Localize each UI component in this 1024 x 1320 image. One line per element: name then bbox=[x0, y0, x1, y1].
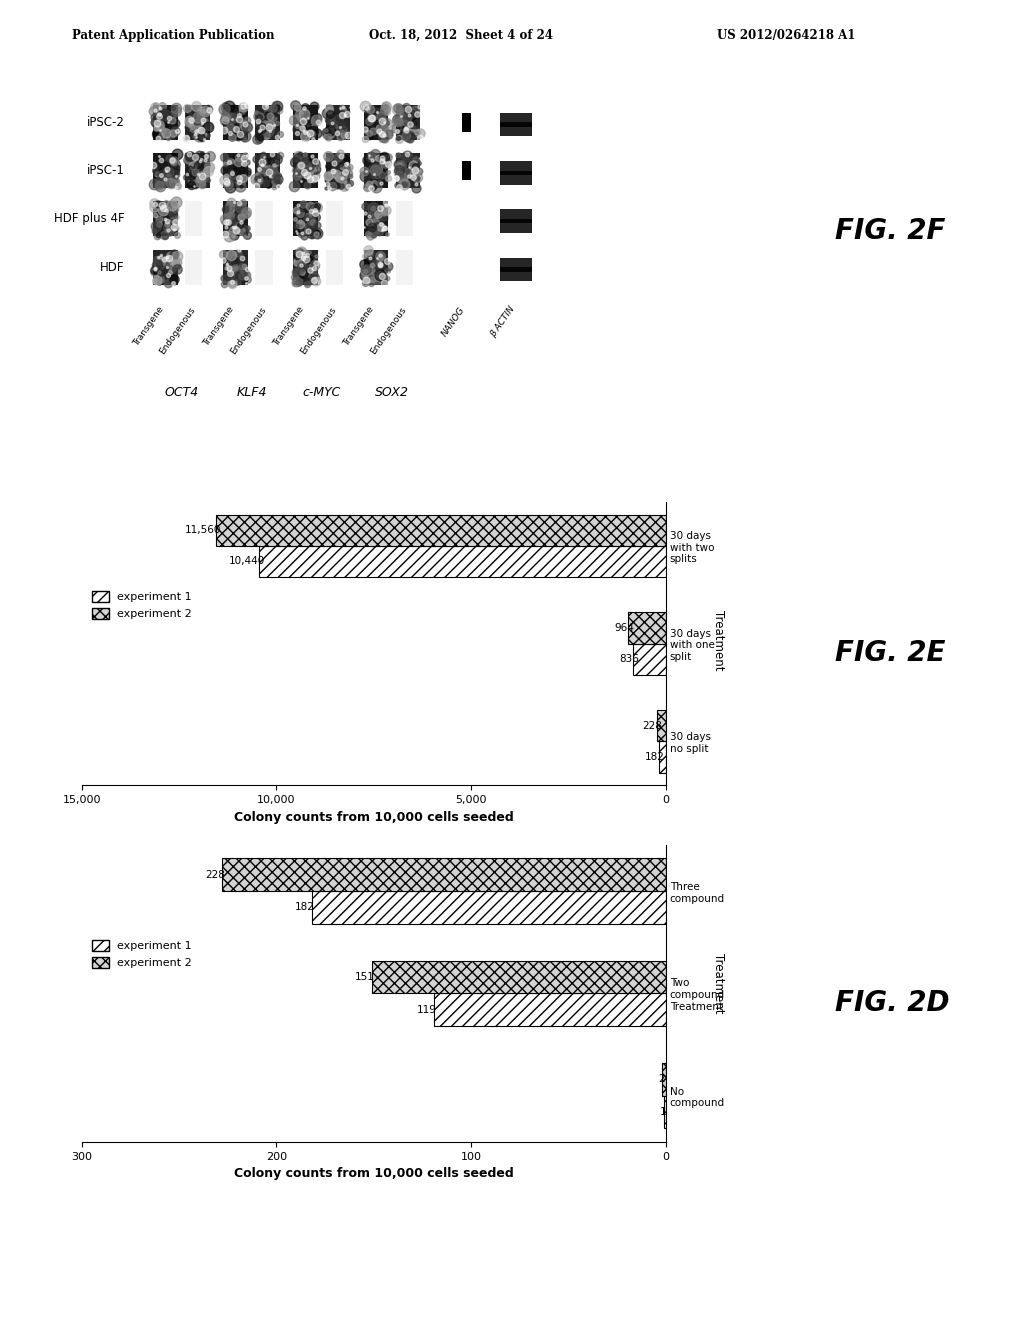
Bar bbox=[255, 104, 280, 140]
Bar bbox=[185, 153, 210, 187]
Text: 182: 182 bbox=[644, 752, 665, 762]
Bar bbox=[364, 104, 388, 140]
Bar bbox=[326, 249, 343, 285]
Text: Endogenous: Endogenous bbox=[369, 305, 409, 355]
Bar bbox=[662, 1063, 666, 1096]
Text: c-MYC: c-MYC bbox=[303, 385, 341, 399]
Bar bbox=[364, 249, 388, 285]
Text: 228: 228 bbox=[205, 870, 225, 879]
Text: iPSC-1: iPSC-1 bbox=[86, 164, 124, 177]
Bar bbox=[153, 202, 177, 236]
Bar bbox=[501, 268, 532, 281]
Bar bbox=[364, 202, 388, 236]
Text: Endogenous: Endogenous bbox=[299, 305, 338, 355]
Bar bbox=[223, 104, 248, 140]
Bar bbox=[259, 545, 666, 577]
Bar bbox=[462, 112, 471, 132]
X-axis label: Colony counts from 10,000 cells seeded: Colony counts from 10,000 cells seeded bbox=[233, 810, 514, 824]
Text: 151: 151 bbox=[355, 972, 375, 982]
Bar bbox=[255, 249, 272, 285]
Bar bbox=[185, 104, 210, 140]
Bar bbox=[311, 891, 666, 924]
Bar bbox=[326, 153, 350, 187]
Text: Treatment: Treatment bbox=[712, 953, 725, 1014]
Text: iPSC-2: iPSC-2 bbox=[86, 116, 124, 128]
Text: 11,560: 11,560 bbox=[185, 525, 221, 535]
Text: Transgene: Transgene bbox=[271, 305, 306, 348]
Bar bbox=[396, 202, 413, 236]
Bar bbox=[434, 993, 666, 1026]
Text: NANOG: NANOG bbox=[440, 305, 467, 338]
Text: 1: 1 bbox=[659, 1107, 667, 1117]
Text: FIG. 2E: FIG. 2E bbox=[835, 639, 945, 668]
Bar bbox=[223, 249, 248, 285]
Bar bbox=[185, 202, 203, 236]
Bar bbox=[396, 249, 413, 285]
Bar bbox=[501, 170, 532, 185]
Bar bbox=[628, 612, 666, 644]
X-axis label: Colony counts from 10,000 cells seeded: Colony counts from 10,000 cells seeded bbox=[233, 1167, 514, 1180]
Bar bbox=[216, 515, 666, 545]
Bar bbox=[501, 123, 532, 136]
Text: Transgene: Transgene bbox=[131, 305, 165, 348]
Bar bbox=[658, 742, 666, 772]
Text: 182: 182 bbox=[295, 903, 314, 912]
Text: FIG. 2F: FIG. 2F bbox=[835, 216, 945, 246]
Bar bbox=[223, 202, 248, 236]
Bar bbox=[501, 161, 532, 176]
Bar bbox=[294, 153, 318, 187]
Bar bbox=[396, 153, 421, 187]
Bar bbox=[223, 153, 248, 187]
Bar bbox=[633, 644, 666, 675]
Bar bbox=[501, 257, 532, 272]
Bar bbox=[372, 961, 666, 993]
Bar bbox=[656, 710, 666, 742]
Bar bbox=[326, 104, 350, 140]
Text: 10,440: 10,440 bbox=[229, 557, 265, 566]
Bar bbox=[153, 249, 177, 285]
Legend: experiment 1, experiment 2: experiment 1, experiment 2 bbox=[87, 586, 197, 624]
Bar bbox=[294, 104, 318, 140]
Text: 2: 2 bbox=[658, 1074, 665, 1084]
Text: OCT4: OCT4 bbox=[164, 385, 199, 399]
Text: SOX2: SOX2 bbox=[375, 385, 409, 399]
Text: Endogenous: Endogenous bbox=[159, 305, 198, 355]
Bar bbox=[326, 202, 343, 236]
Text: 119: 119 bbox=[417, 1005, 437, 1015]
Bar bbox=[255, 153, 280, 187]
Text: KLF4: KLF4 bbox=[237, 385, 267, 399]
Text: US 2012/0264218 A1: US 2012/0264218 A1 bbox=[717, 29, 855, 42]
Bar bbox=[501, 219, 532, 234]
Bar bbox=[364, 153, 388, 187]
Bar bbox=[255, 202, 272, 236]
Text: Patent Application Publication: Patent Application Publication bbox=[72, 29, 274, 42]
Bar bbox=[153, 153, 177, 187]
Bar bbox=[501, 210, 532, 223]
Bar bbox=[294, 249, 318, 285]
Text: β ACTIN: β ACTIN bbox=[488, 305, 516, 339]
Bar bbox=[222, 858, 666, 891]
Text: Endogenous: Endogenous bbox=[228, 305, 267, 355]
Text: Transgene: Transgene bbox=[342, 305, 376, 348]
Text: Oct. 18, 2012  Sheet 4 of 24: Oct. 18, 2012 Sheet 4 of 24 bbox=[369, 29, 553, 42]
Bar bbox=[664, 1096, 666, 1129]
Text: Transgene: Transgene bbox=[202, 305, 236, 348]
Text: Treatment: Treatment bbox=[712, 610, 725, 671]
Text: HDF plus 4F: HDF plus 4F bbox=[53, 213, 124, 226]
Bar bbox=[153, 104, 177, 140]
Bar bbox=[396, 104, 421, 140]
Text: 964: 964 bbox=[614, 623, 634, 632]
Bar bbox=[185, 249, 203, 285]
Text: 836: 836 bbox=[620, 655, 639, 664]
Legend: experiment 1, experiment 2: experiment 1, experiment 2 bbox=[87, 936, 197, 973]
Text: HDF: HDF bbox=[100, 261, 124, 273]
Text: FIG. 2D: FIG. 2D bbox=[835, 989, 949, 1018]
Text: 228: 228 bbox=[643, 721, 663, 730]
Bar bbox=[462, 161, 471, 180]
Bar bbox=[501, 112, 532, 127]
Bar bbox=[294, 202, 318, 236]
